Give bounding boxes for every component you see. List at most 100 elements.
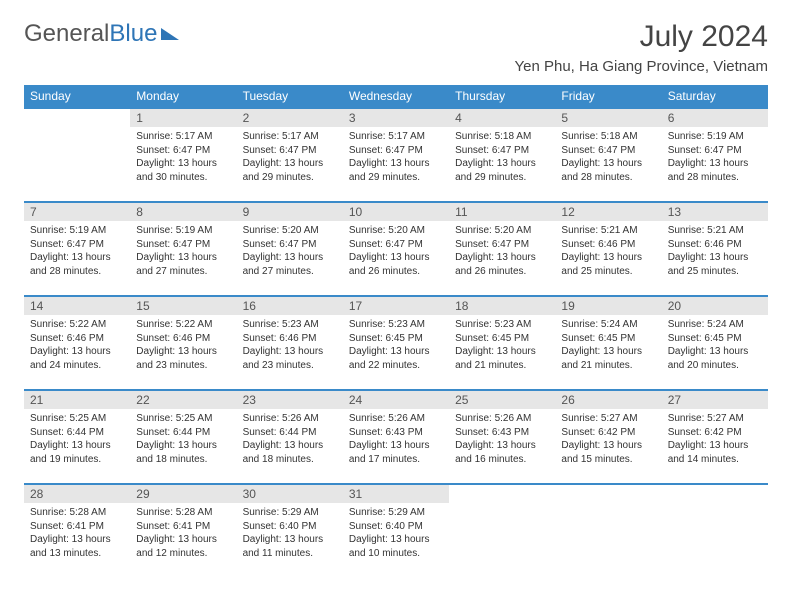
day-body: Sunrise: 5:21 AMSunset: 6:46 PMDaylight:… [662, 221, 768, 282]
day-line: Sunrise: 5:17 AM [136, 130, 230, 144]
day-number: 30 [237, 485, 343, 503]
day-line: Sunset: 6:42 PM [668, 426, 762, 440]
brand-part2: Blue [109, 20, 157, 48]
day-line: Daylight: 13 hours [349, 345, 443, 359]
day-body: Sunrise: 5:28 AMSunset: 6:41 PMDaylight:… [24, 503, 130, 564]
day-line: Sunrise: 5:27 AM [668, 412, 762, 426]
calendar-cell: 3Sunrise: 5:17 AMSunset: 6:47 PMDaylight… [343, 108, 449, 202]
calendar-cell: 17Sunrise: 5:23 AMSunset: 6:45 PMDayligh… [343, 296, 449, 390]
sail-icon [161, 28, 179, 40]
day-line: and 23 minutes. [136, 359, 230, 373]
day-line: Sunrise: 5:19 AM [668, 130, 762, 144]
calendar-week: 14Sunrise: 5:22 AMSunset: 6:46 PMDayligh… [24, 296, 768, 390]
day-line: Sunset: 6:47 PM [243, 144, 337, 158]
calendar-week: 7Sunrise: 5:19 AMSunset: 6:47 PMDaylight… [24, 202, 768, 296]
day-body: Sunrise: 5:17 AMSunset: 6:47 PMDaylight:… [130, 127, 236, 188]
day-line: Sunrise: 5:25 AM [30, 412, 124, 426]
day-line: Sunset: 6:43 PM [349, 426, 443, 440]
day-line: and 13 minutes. [30, 547, 124, 561]
day-line: Daylight: 13 hours [561, 157, 655, 171]
day-line: Sunrise: 5:19 AM [30, 224, 124, 238]
day-line: and 10 minutes. [349, 547, 443, 561]
day-body: Sunrise: 5:20 AMSunset: 6:47 PMDaylight:… [343, 221, 449, 282]
day-line: Daylight: 13 hours [455, 251, 549, 265]
day-number: 2 [237, 109, 343, 127]
day-line: and 24 minutes. [30, 359, 124, 373]
day-line: Daylight: 13 hours [561, 345, 655, 359]
day-body: Sunrise: 5:19 AMSunset: 6:47 PMDaylight:… [130, 221, 236, 282]
day-body: Sunrise: 5:26 AMSunset: 6:43 PMDaylight:… [343, 409, 449, 470]
day-line: Sunrise: 5:24 AM [561, 318, 655, 332]
day-line: Daylight: 13 hours [668, 345, 762, 359]
day-line: Daylight: 13 hours [30, 533, 124, 547]
day-number: 26 [555, 391, 661, 409]
day-body [449, 503, 555, 510]
day-line: Sunrise: 5:18 AM [561, 130, 655, 144]
day-line: Sunset: 6:41 PM [136, 520, 230, 534]
day-line: Daylight: 13 hours [243, 345, 337, 359]
day-line: Daylight: 13 hours [349, 533, 443, 547]
day-line: and 26 minutes. [349, 265, 443, 279]
day-number: 11 [449, 203, 555, 221]
day-line: Daylight: 13 hours [136, 533, 230, 547]
day-line: Sunset: 6:46 PM [136, 332, 230, 346]
calendar-cell [449, 484, 555, 578]
calendar-cell: 31Sunrise: 5:29 AMSunset: 6:40 PMDayligh… [343, 484, 449, 578]
day-body: Sunrise: 5:23 AMSunset: 6:45 PMDaylight:… [449, 315, 555, 376]
day-line: Sunset: 6:42 PM [561, 426, 655, 440]
day-line: and 17 minutes. [349, 453, 443, 467]
day-number: 8 [130, 203, 236, 221]
day-line: Daylight: 13 hours [668, 157, 762, 171]
calendar-cell: 2Sunrise: 5:17 AMSunset: 6:47 PMDaylight… [237, 108, 343, 202]
day-number [24, 109, 130, 127]
day-line: Sunset: 6:47 PM [561, 144, 655, 158]
day-body: Sunrise: 5:29 AMSunset: 6:40 PMDaylight:… [237, 503, 343, 564]
day-line: Sunset: 6:47 PM [243, 238, 337, 252]
day-line: Sunset: 6:44 PM [30, 426, 124, 440]
day-number: 12 [555, 203, 661, 221]
day-body: Sunrise: 5:28 AMSunset: 6:41 PMDaylight:… [130, 503, 236, 564]
day-line: Daylight: 13 hours [136, 157, 230, 171]
day-line: and 23 minutes. [243, 359, 337, 373]
day-line: Sunset: 6:44 PM [243, 426, 337, 440]
day-line: Sunrise: 5:27 AM [561, 412, 655, 426]
calendar-cell: 16Sunrise: 5:23 AMSunset: 6:46 PMDayligh… [237, 296, 343, 390]
day-line: and 12 minutes. [136, 547, 230, 561]
day-line: and 29 minutes. [349, 171, 443, 185]
day-line: and 30 minutes. [136, 171, 230, 185]
day-line: Sunset: 6:45 PM [349, 332, 443, 346]
day-line: Daylight: 13 hours [30, 345, 124, 359]
day-line: and 29 minutes. [243, 171, 337, 185]
calendar-cell: 1Sunrise: 5:17 AMSunset: 6:47 PMDaylight… [130, 108, 236, 202]
calendar-week: 21Sunrise: 5:25 AMSunset: 6:44 PMDayligh… [24, 390, 768, 484]
day-line: and 29 minutes. [455, 171, 549, 185]
day-number: 22 [130, 391, 236, 409]
calendar-cell: 10Sunrise: 5:20 AMSunset: 6:47 PMDayligh… [343, 202, 449, 296]
day-body [24, 127, 130, 134]
day-number: 25 [449, 391, 555, 409]
day-number: 14 [24, 297, 130, 315]
calendar-cell: 12 Sunrise: 5:21 AMSunset: 6:46 PMDayligh… [555, 202, 661, 296]
day-line: Daylight: 13 hours [561, 251, 655, 265]
day-body: Sunrise: 5:24 AMSunset: 6:45 PMDaylight:… [555, 315, 661, 376]
day-line: Sunset: 6:46 PM [561, 238, 655, 252]
day-line: and 21 minutes. [455, 359, 549, 373]
day-line: Daylight: 13 hours [668, 251, 762, 265]
day-number: 9 [237, 203, 343, 221]
day-line: Sunrise: 5:20 AM [455, 224, 549, 238]
day-line: Sunrise: 5:21 AM [561, 224, 655, 238]
day-line: Sunrise: 5:23 AM [349, 318, 443, 332]
location-text: Yen Phu, Ha Giang Province, Vietnam [515, 58, 769, 75]
day-number: 6 [662, 109, 768, 127]
calendar-body: 1Sunrise: 5:17 AMSunset: 6:47 PMDaylight… [24, 108, 768, 578]
calendar-cell: 7Sunrise: 5:19 AMSunset: 6:47 PMDaylight… [24, 202, 130, 296]
day-line: Sunrise: 5:23 AM [455, 318, 549, 332]
calendar-head: SundayMondayTuesdayWednesdayThursdayFrid… [24, 85, 768, 108]
day-body: Sunrise: 5:26 AMSunset: 6:43 PMDaylight:… [449, 409, 555, 470]
title-block: July 2024 Yen Phu, Ha Giang Province, Vi… [515, 20, 769, 75]
calendar-cell: 22Sunrise: 5:25 AMSunset: 6:44 PMDayligh… [130, 390, 236, 484]
day-line: Sunrise: 5:25 AM [136, 412, 230, 426]
day-line: Daylight: 13 hours [243, 439, 337, 453]
day-number: 27 [662, 391, 768, 409]
day-body: Sunrise: 5:26 AMSunset: 6:44 PMDaylight:… [237, 409, 343, 470]
